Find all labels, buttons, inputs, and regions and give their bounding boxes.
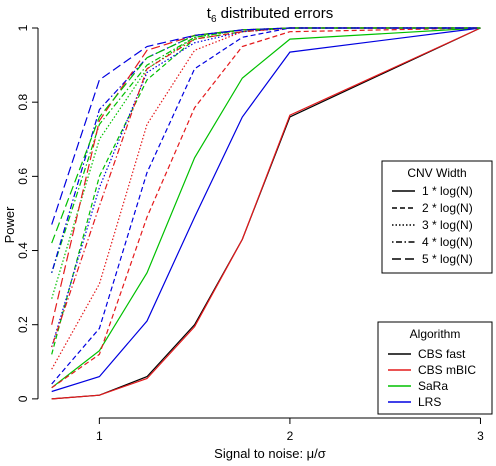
legend-algorithm-title: Algorithm <box>410 327 461 341</box>
legend-algorithm-label: LRS <box>418 395 441 409</box>
chart-title-rest: distributed errors <box>217 5 334 22</box>
legend-width-label: 4 * log(N) <box>422 235 473 249</box>
legend-width-label: 3 * log(N) <box>422 218 473 232</box>
series-line <box>51 27 481 225</box>
series-lines <box>51 27 481 400</box>
legend-width-label: 2 * log(N) <box>422 201 473 215</box>
series-line <box>51 27 481 400</box>
legend-algorithm-label: SaRa <box>418 379 448 393</box>
legend-algorithm: Algorithm CBS fast CBS mBIC SaRa LRS <box>377 321 493 415</box>
series-line <box>51 27 481 393</box>
y-axis-label: Power <box>2 206 17 244</box>
legend-cnv-width: CNV Width 1 * log(N) 2 * log(N) 3 * log(N) 4… <box>381 160 493 274</box>
legend-width-box <box>381 160 493 274</box>
series-line <box>51 27 481 389</box>
legend-algorithm-box <box>377 321 493 415</box>
y-tick-label: 0.6 <box>16 168 30 185</box>
x-tick-label: 3 <box>477 429 484 443</box>
x-tick-label: 2 <box>287 429 294 443</box>
chart-title: t6 distributed errors <box>207 5 333 25</box>
y-tick-label: 1 <box>16 24 30 31</box>
series-line <box>51 27 481 389</box>
chart-title-subscript: 6 <box>211 14 217 25</box>
y-tick-label: 0.2 <box>16 316 30 333</box>
y-tick-label: 0 <box>16 395 30 402</box>
series-line <box>51 27 481 348</box>
x-axis-label: Signal to noise: μ/σ <box>214 446 326 461</box>
chart-title-main: t <box>207 5 212 22</box>
legend-algorithm-label: CBS fast <box>418 347 466 361</box>
x-tick-label: 1 <box>96 429 103 443</box>
y-tick-label: 0.8 <box>16 94 30 111</box>
legend-width-label: 1 * log(N) <box>422 184 473 198</box>
y-tick-label: 0.4 <box>16 242 30 259</box>
legend-algorithm-label: CBS mBIC <box>418 363 476 377</box>
legend-width-label: 5 * log(N) <box>422 252 473 266</box>
axes: 1 2 3 0 0.2 0.4 0.6 0.8 1 <box>16 24 484 443</box>
series-line <box>51 27 481 299</box>
legend-width-title: CNV Width <box>407 166 466 180</box>
